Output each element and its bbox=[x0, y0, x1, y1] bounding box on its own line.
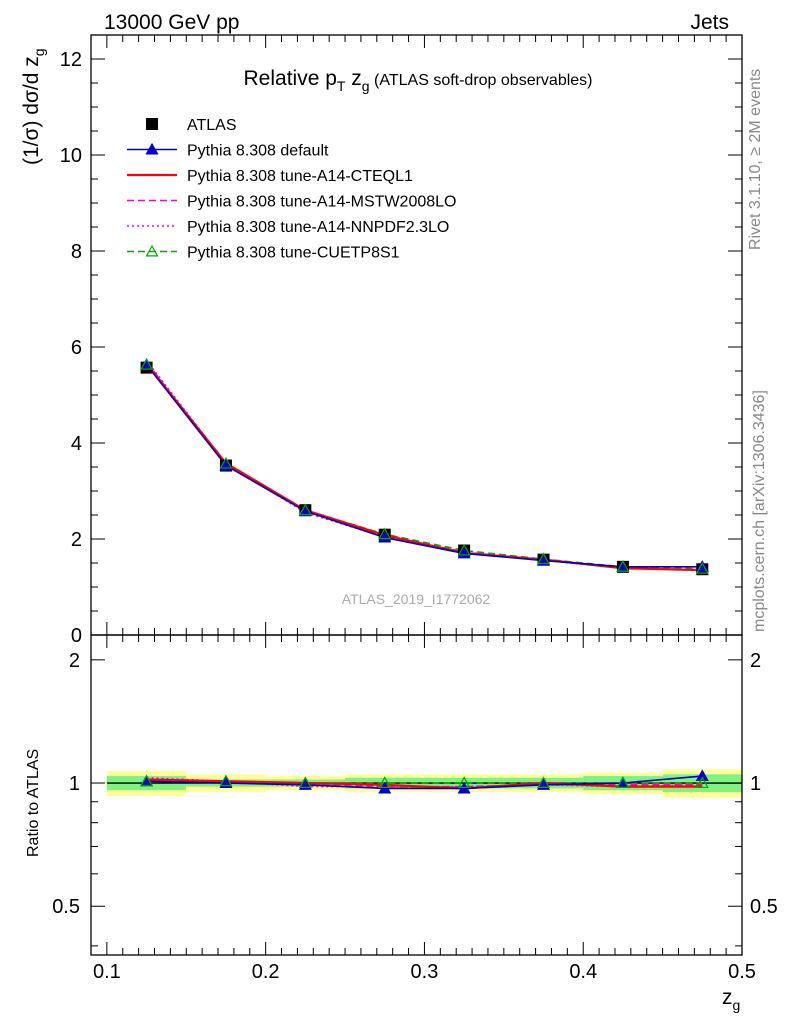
mcplots-label: mcplots.cern.ch [arXiv:1306.3436] bbox=[751, 390, 768, 632]
ratio-series-marker bbox=[537, 778, 551, 790]
jets-label: Jets bbox=[690, 11, 729, 34]
ratio-series-marker bbox=[378, 776, 392, 789]
title-sub-t: T bbox=[337, 78, 346, 94]
ratio-series-marker bbox=[457, 776, 471, 789]
ratio-plot-frame bbox=[90, 634, 743, 956]
series-marker bbox=[378, 530, 392, 543]
ratio-y-axis-label: Ratio to ATLAS bbox=[25, 749, 42, 857]
ratio-series-marker bbox=[298, 778, 312, 790]
ratio-y-tick-label: 0.5 bbox=[52, 896, 80, 918]
title-part-b: z bbox=[345, 67, 361, 90]
y-tick-label: 6 bbox=[71, 337, 82, 359]
legend-label: Pythia 8.308 tune-A14-CTEQL1 bbox=[187, 168, 413, 185]
legend-label-data: ATLAS bbox=[187, 117, 237, 134]
series-marker bbox=[695, 562, 709, 574]
legend-marker bbox=[145, 244, 159, 257]
x-axis-label-sub: g bbox=[733, 997, 741, 1013]
legend-marker bbox=[145, 142, 159, 155]
y-tick-label: 2 bbox=[71, 529, 82, 551]
legend-label: Pythia 8.308 default bbox=[187, 143, 329, 160]
x-tick-label: 0.1 bbox=[93, 961, 121, 983]
series-marker bbox=[378, 527, 392, 540]
x-tick-label: 0.3 bbox=[411, 961, 439, 983]
ratio-series-marker bbox=[219, 776, 233, 789]
series-marker bbox=[537, 553, 551, 566]
ratio-series-line bbox=[146, 775, 703, 790]
rivet-label: Rivet 3.1.10, ≥ 2M events bbox=[747, 69, 764, 250]
legend-marker-data bbox=[146, 118, 158, 130]
series-marker bbox=[537, 552, 551, 565]
y-axis-label: (1/σ) dσ/d zg bbox=[20, 48, 47, 165]
ratio-y-tick-label-right: 2 bbox=[750, 650, 761, 672]
ratio-series-marker bbox=[695, 769, 709, 782]
legend-label: Pythia 8.308 tune-A14-MSTW2008LO bbox=[187, 194, 456, 211]
y-axis-label-main: (1/σ) dσ/d z bbox=[20, 56, 43, 165]
plot-title: Relative pT zg (ATLAS soft-drop observab… bbox=[244, 67, 593, 94]
y-axis-label-sub: g bbox=[31, 48, 47, 56]
y-tick-label: 8 bbox=[71, 241, 82, 263]
ratio-series-marker bbox=[695, 776, 709, 789]
ratio-y-tick-label: 1 bbox=[69, 773, 80, 795]
title-part-c: (ATLAS soft-drop observables) bbox=[370, 72, 593, 89]
ratio-y-tick-label-right: 1 bbox=[750, 773, 761, 795]
ratio-series-marker bbox=[219, 774, 233, 787]
x-tick-label: 0.4 bbox=[569, 961, 597, 983]
series-marker bbox=[298, 503, 312, 516]
y-tick-label: 12 bbox=[60, 49, 82, 71]
ratio-series-marker bbox=[298, 776, 312, 789]
legend: ATLAS Pythia 8.308 default Pythia 8.308 tu… bbox=[127, 117, 456, 262]
series-marker bbox=[219, 456, 233, 469]
ratio-series-marker bbox=[616, 776, 630, 789]
series-curves bbox=[140, 358, 709, 794]
ratio-y-tick-label-right: 0.5 bbox=[750, 896, 778, 918]
series-marker bbox=[457, 543, 471, 556]
ratio-y-tick-label: 2 bbox=[69, 650, 80, 672]
series-marker bbox=[140, 358, 154, 370]
ratio-series-line bbox=[146, 778, 703, 790]
analysis-id: ATLAS_2019_I1772062 bbox=[342, 591, 491, 607]
process-label: 13000 GeV pp bbox=[104, 11, 239, 34]
x-axis-label-main: z bbox=[722, 986, 733, 1009]
legend-label: Pythia 8.308 tune-CUETP8S1 bbox=[187, 245, 400, 262]
title-part-a: Relative p bbox=[244, 67, 337, 90]
ratio-series-marker bbox=[537, 776, 551, 789]
y-tick-label: 4 bbox=[71, 433, 82, 455]
series-line bbox=[145, 363, 703, 572]
x-axis-label: zg bbox=[722, 986, 740, 1013]
x-tick-label: 0.2 bbox=[252, 961, 280, 983]
series-marker bbox=[616, 560, 630, 572]
title-sub-g: g bbox=[362, 78, 370, 94]
y-tick-label: 10 bbox=[60, 145, 82, 167]
axes-frames bbox=[90, 34, 743, 956]
x-tick-label: 0.5 bbox=[728, 961, 756, 983]
ratio-series-marker bbox=[140, 774, 154, 787]
legend-label: Pythia 8.308 tune-A14-NNPDF2.3LO bbox=[187, 219, 449, 236]
y-tick-label: 0 bbox=[71, 625, 82, 647]
series-line bbox=[145, 364, 703, 568]
